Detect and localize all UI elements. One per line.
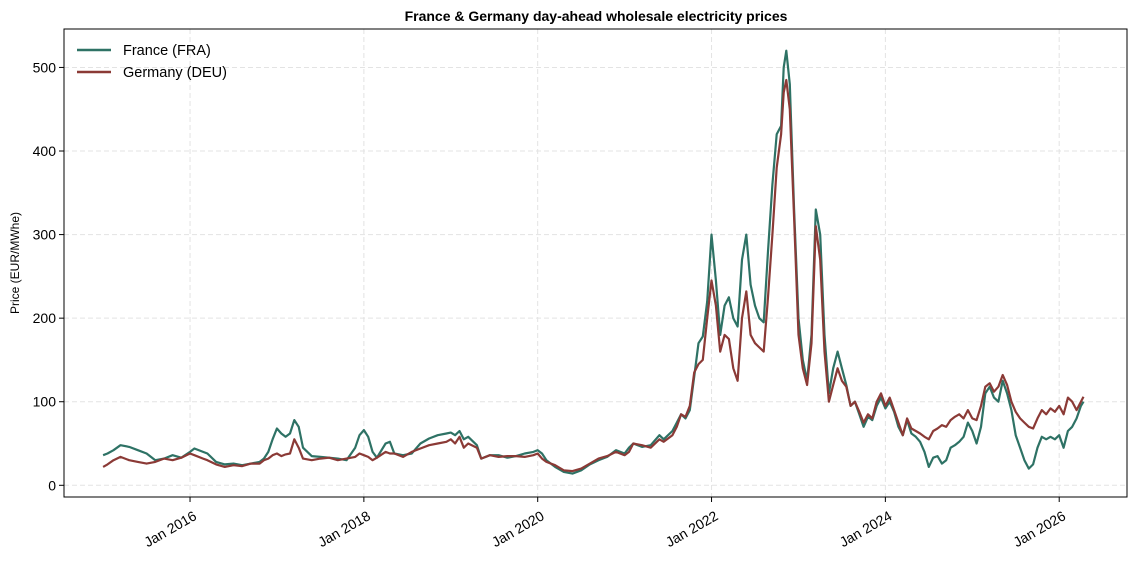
y-tick-label: 200 — [33, 310, 57, 326]
plot-frame — [63, 28, 1128, 498]
y-axis-label: Price (EUR/MWhe) — [8, 212, 22, 314]
series-line-germany — [102, 78, 1085, 473]
y-tick-label: 400 — [33, 143, 57, 159]
series-layer — [102, 49, 1085, 475]
legend: France (FRA) Germany (DEU) — [77, 43, 227, 81]
series-line-france — [102, 49, 1085, 475]
legend-label: Germany (DEU) — [123, 65, 227, 81]
y-axis: 0 100 200 300 400 500 — [33, 59, 64, 493]
y-tick-label: 100 — [33, 394, 57, 410]
y-tick-label: 0 — [48, 477, 56, 493]
y-tick-label: 500 — [33, 59, 57, 75]
chart-title: France & Germany day-ahead wholesale ele… — [405, 8, 788, 24]
y-tick-label: 300 — [33, 227, 57, 243]
grid-lines — [64, 29, 1127, 497]
legend-label: France (FRA) — [123, 43, 211, 59]
